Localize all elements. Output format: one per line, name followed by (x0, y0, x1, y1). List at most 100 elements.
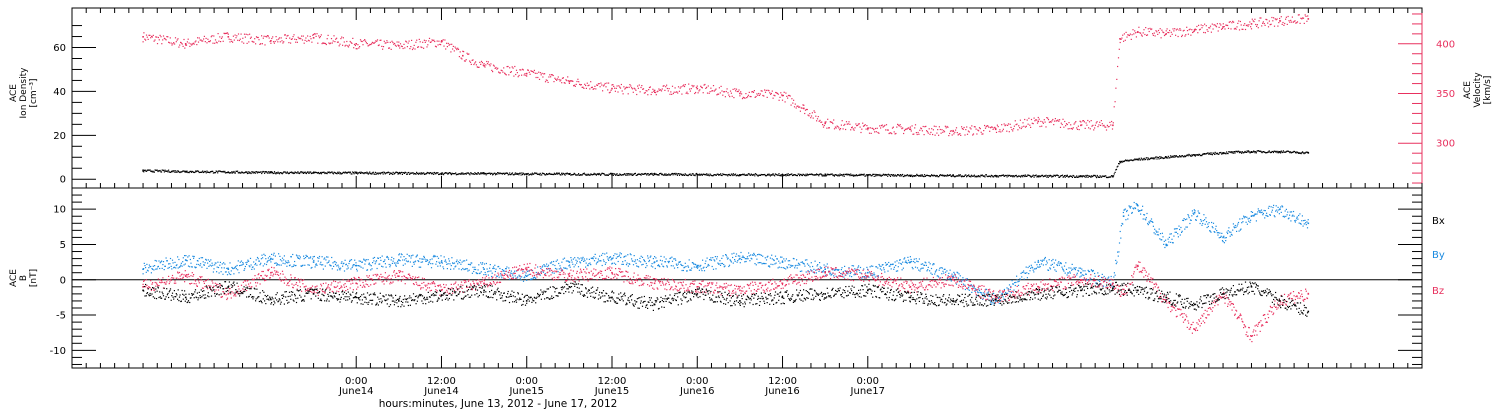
density-sample (795, 174, 797, 176)
velocity-sample (1257, 27, 1259, 29)
velocity-sample (304, 39, 306, 41)
velocity-point (1037, 120, 1040, 123)
by-sample (467, 263, 470, 265)
by-sample (658, 265, 660, 267)
by-point (355, 264, 357, 267)
velocity-sample (978, 130, 980, 132)
by-sample (255, 262, 257, 265)
velocity-sample (586, 82, 588, 84)
density-sample (960, 175, 962, 177)
velocity-sample (330, 42, 332, 44)
by-point (611, 257, 613, 260)
by-sample (1117, 255, 1119, 257)
density-sample (502, 172, 504, 174)
by-sample (1120, 237, 1122, 239)
velocity-sample (392, 41, 394, 44)
velocity-sample (262, 37, 264, 39)
density-sample (680, 173, 682, 175)
by-sample (235, 268, 237, 270)
density-point (696, 173, 699, 176)
velocity-sample (590, 86, 593, 89)
by-sample (1014, 284, 1016, 287)
density-sample (185, 171, 187, 173)
velocity-sample (566, 80, 568, 82)
density-sample (185, 171, 187, 173)
velocity-sample (467, 53, 469, 55)
by-point (1222, 236, 1224, 239)
by-sample (804, 265, 806, 267)
velocity-sample (437, 44, 439, 46)
by-sample (804, 259, 807, 261)
velocity-sample (995, 127, 997, 129)
by-sample (774, 263, 776, 265)
by-sample (481, 263, 483, 265)
by-sample (409, 255, 411, 257)
density-sample (1200, 154, 1202, 156)
velocity-sample (697, 92, 699, 94)
by-sample (622, 263, 624, 265)
velocity-sample (793, 99, 795, 101)
velocity-sample (1131, 34, 1133, 36)
density-sample (322, 171, 325, 173)
by-sample (152, 268, 154, 270)
velocity-sample (298, 38, 300, 40)
by-sample (193, 257, 195, 259)
density-sample (1214, 151, 1216, 153)
density-sample (546, 173, 548, 176)
velocity-sample (1111, 120, 1113, 123)
density-sample (811, 173, 813, 175)
by-sample (760, 254, 762, 256)
velocity-sample (224, 33, 226, 35)
by-sample (1034, 261, 1036, 263)
by-point (184, 259, 187, 261)
density-sample (178, 171, 180, 173)
velocity-sample (1300, 17, 1302, 19)
density-sample (1098, 176, 1100, 178)
by-sample (168, 266, 170, 269)
velocity-sample (315, 35, 317, 37)
velocity-sample (636, 93, 638, 96)
by-sample (558, 268, 560, 270)
density-sample (837, 175, 839, 177)
velocity-sample (266, 36, 268, 38)
velocity-sample (1242, 28, 1244, 30)
by-sample (844, 270, 846, 272)
density-sample (405, 172, 407, 174)
velocity-sample (1238, 20, 1240, 22)
density-sample (573, 173, 575, 175)
by-sample (819, 262, 821, 264)
velocity-sample (1139, 32, 1141, 34)
density-sample (1092, 175, 1094, 177)
density-sample (862, 174, 865, 176)
density-sample (318, 171, 320, 174)
by-sample (244, 265, 246, 268)
density-sample (1007, 174, 1009, 176)
by-sample (439, 262, 441, 265)
density-sample (855, 174, 857, 176)
velocity-sample (668, 88, 670, 90)
by-sample (1200, 219, 1202, 221)
velocity-sample (1304, 14, 1306, 16)
velocity-sample (193, 43, 195, 45)
by-sample (838, 269, 840, 271)
velocity-sample (929, 133, 931, 135)
velocity-sample (255, 43, 257, 45)
density-sample (875, 175, 877, 177)
by-sample (659, 266, 661, 268)
by-sample (632, 264, 635, 266)
density-sample (496, 173, 498, 175)
by-sample (320, 261, 322, 263)
by-sample (491, 275, 493, 278)
density-sample (808, 174, 810, 176)
velocity-sample (666, 87, 668, 90)
velocity-sample (674, 87, 676, 89)
by-sample (693, 266, 695, 268)
by-sample (389, 264, 392, 266)
velocity-sample (281, 40, 283, 42)
by-sample (841, 267, 843, 269)
velocity-sample (900, 126, 902, 128)
by-sample (419, 258, 421, 260)
density-sample (379, 173, 381, 175)
density-sample (784, 174, 786, 176)
velocity-sample (397, 44, 399, 46)
